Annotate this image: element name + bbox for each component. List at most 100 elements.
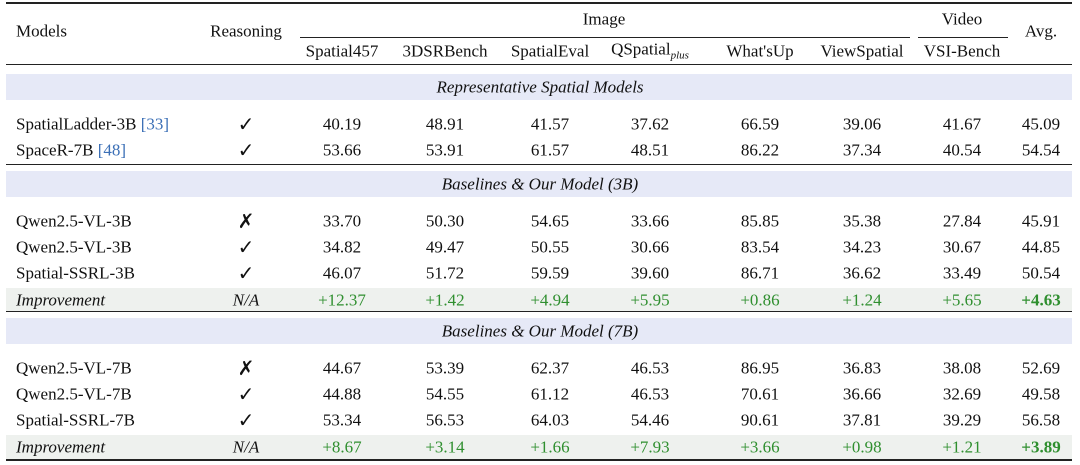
value-cell: 46.07 (322, 263, 362, 283)
model-name: Qwen2.5-VL-3B (16, 239, 132, 256)
avg-cell: 49.58 (1021, 384, 1061, 404)
model-name: SpatialLadder-3B [33] (16, 116, 169, 133)
column-name: VSI-Bench (923, 41, 1001, 61)
value-cell: +3.66 (740, 437, 780, 457)
model-name: Spatial-SSRL-3B (16, 265, 135, 282)
model-label: Qwen2.5-VL-7B (16, 384, 132, 404)
value-cell: 37.62 (630, 114, 670, 134)
value-cell: +1.42 (425, 290, 465, 310)
reasoning-cell: ✓ (237, 138, 255, 163)
header-image: Image (582, 9, 626, 29)
model-name: Qwen2.5-VL-7B (16, 386, 132, 403)
value-cell: 48.51 (630, 140, 670, 160)
value-cell: 53.34 (322, 410, 362, 430)
avg-cell: 45.09 (1021, 114, 1061, 134)
column-header: What'sUp (726, 43, 793, 60)
value-cell: +1.21 (942, 437, 982, 457)
image-rule (300, 37, 910, 38)
section-band (6, 318, 1072, 344)
section-title: Baselines & Our Model (3B) (441, 174, 639, 194)
reasoning-cell: N/A (232, 290, 260, 310)
value-cell: +0.98 (842, 437, 882, 457)
value-cell: 36.66 (842, 384, 882, 404)
column-name: ViewSpatial (820, 41, 904, 61)
reasoning-cell: ✓ (237, 382, 255, 407)
citation: [48] (97, 140, 127, 160)
value-cell: 61.57 (530, 140, 570, 160)
section-band (6, 74, 1072, 100)
value-cell: 44.67 (322, 358, 362, 378)
section-band (6, 171, 1072, 197)
column-header: Spatial457 (306, 43, 379, 60)
column-subscript: plus (670, 49, 689, 62)
value-cell: 53.66 (322, 140, 362, 160)
value-cell: +5.65 (942, 290, 982, 310)
value-cell: 54.46 (630, 410, 670, 430)
avg-cell: 52.69 (1021, 358, 1061, 378)
model-name: SpaceR-7B [48] (16, 142, 126, 159)
section-rule (6, 311, 1072, 312)
avg-cell: +3.89 (1021, 437, 1061, 457)
column-name: QSpatial (611, 39, 671, 59)
reasoning-cell: ✓ (237, 112, 255, 136)
reasoning-cell: ✗ (237, 356, 255, 380)
model-name: Improvement (16, 291, 105, 308)
value-cell: 41.67 (942, 114, 982, 134)
value-cell: 86.71 (740, 263, 780, 283)
reasoning-cell: ✓ (237, 408, 255, 433)
value-cell: +1.66 (530, 437, 570, 457)
column-name: What'sUp (726, 41, 794, 61)
model-label: Improvement (16, 437, 106, 457)
section-rule (6, 164, 1072, 165)
column-header: VSI-Bench (924, 43, 1000, 60)
value-cell: +12.37 (318, 290, 366, 310)
value-cell: 61.12 (530, 384, 570, 404)
value-cell: 39.60 (630, 263, 670, 283)
model-label: Improvement (16, 290, 106, 310)
section-title: Representative Spatial Models (436, 77, 644, 97)
value-cell: 64.03 (530, 410, 570, 430)
value-cell: 38.08 (942, 358, 982, 378)
value-cell: 44.88 (322, 384, 362, 404)
value-cell: 54.65 (530, 211, 570, 231)
column-header: SpatialEval (511, 43, 589, 60)
value-cell: 83.54 (740, 237, 780, 257)
value-cell: 35.38 (842, 211, 882, 231)
value-cell: 66.59 (740, 114, 780, 134)
value-cell: 70.61 (740, 384, 780, 404)
value-cell: +1.24 (842, 290, 882, 310)
model-label: SpaceR-7B (16, 140, 94, 160)
value-cell: 48.91 (425, 114, 465, 134)
value-cell: 50.30 (425, 211, 465, 231)
column-name: Spatial457 (305, 41, 379, 61)
model-label: SpatialLadder-3B (16, 114, 137, 134)
reasoning-cell: ✓ (237, 261, 255, 286)
value-cell: +5.95 (630, 290, 670, 310)
value-cell: 62.37 (530, 358, 570, 378)
value-cell: 49.47 (425, 237, 465, 257)
reasoning-cell: ✗ (237, 209, 255, 233)
value-cell: +4.94 (530, 290, 570, 310)
model-label: Spatial-SSRL-3B (16, 263, 136, 283)
value-cell: 33.70 (322, 211, 362, 231)
value-cell: 56.53 (425, 410, 465, 430)
value-cell: 46.53 (630, 384, 670, 404)
avg-cell: 50.54 (1021, 263, 1061, 283)
model-name: Improvement (16, 438, 105, 455)
value-cell: 40.54 (942, 140, 982, 160)
value-cell: 51.72 (425, 263, 465, 283)
value-cell: 86.22 (740, 140, 780, 160)
value-cell: +8.67 (322, 437, 362, 457)
header-models: Models (16, 21, 67, 41)
citation: [33] (140, 114, 170, 134)
value-cell: 30.66 (630, 237, 670, 257)
avg-cell: 56.58 (1021, 410, 1061, 430)
header-video: Video (941, 9, 983, 29)
model-name: Qwen2.5-VL-3B (16, 213, 132, 230)
value-cell: 53.91 (425, 140, 465, 160)
avg-cell: 54.54 (1021, 140, 1061, 160)
section-title: Baselines & Our Model (7B) (441, 321, 639, 341)
value-cell: 59.59 (530, 263, 570, 283)
column-header: 3DSRBench (403, 43, 488, 60)
